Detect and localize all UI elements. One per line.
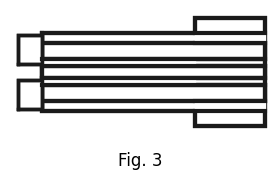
Polygon shape: [42, 85, 265, 101]
Polygon shape: [18, 80, 42, 109]
Polygon shape: [195, 101, 265, 111]
Polygon shape: [42, 78, 195, 85]
Text: Fig. 3: Fig. 3: [118, 152, 162, 170]
Polygon shape: [42, 66, 265, 78]
Polygon shape: [42, 18, 265, 126]
Polygon shape: [42, 43, 265, 59]
Polygon shape: [195, 33, 265, 43]
Polygon shape: [18, 35, 42, 64]
Polygon shape: [42, 59, 195, 66]
